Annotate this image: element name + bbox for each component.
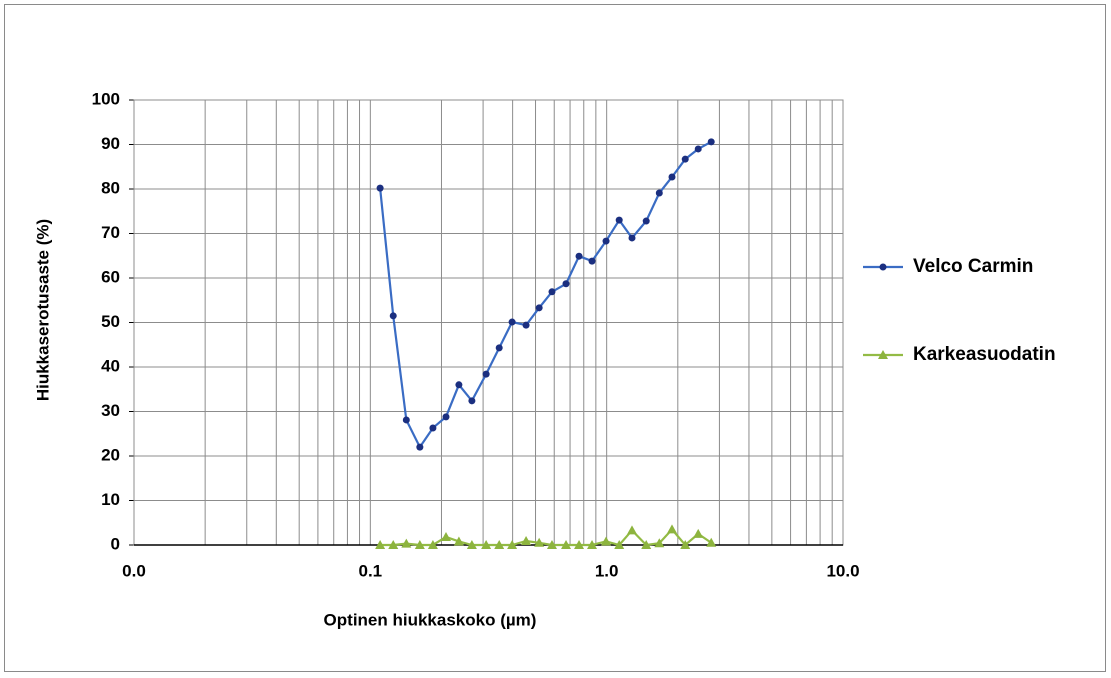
data-point	[707, 138, 715, 146]
data-point	[615, 216, 623, 224]
data-point	[508, 318, 516, 326]
data-point	[429, 424, 437, 432]
data-point	[507, 540, 518, 549]
y-tick-label: 100	[92, 89, 120, 108]
data-point	[548, 288, 556, 296]
data-point	[535, 304, 543, 312]
y-tick-label: 30	[101, 401, 120, 420]
y-tick-label: 0	[111, 534, 120, 553]
frame	[4, 4, 1106, 672]
data-point	[416, 443, 424, 451]
data-point	[427, 540, 438, 549]
data-point	[681, 155, 689, 163]
legend-marker	[878, 350, 888, 359]
data-point	[588, 257, 596, 265]
data-point	[641, 540, 652, 549]
data-point	[495, 344, 503, 352]
data-point	[706, 537, 717, 547]
data-point	[522, 321, 530, 329]
data-point	[440, 531, 451, 541]
data-point	[654, 538, 665, 548]
data-point	[521, 535, 532, 545]
data-point	[466, 540, 477, 549]
data-point	[401, 538, 412, 548]
data-point	[642, 217, 650, 225]
data-point	[388, 540, 399, 549]
legend-label: Karkeasuodatin	[913, 344, 1056, 365]
data-point	[534, 537, 545, 547]
data-point	[468, 397, 476, 405]
data-point	[628, 234, 636, 242]
data-point	[561, 540, 572, 549]
data-point	[455, 381, 463, 389]
y-tick-label: 40	[101, 356, 120, 375]
x-tick-label: 1.0	[595, 561, 619, 580]
y-tick-label: 50	[101, 312, 120, 331]
data-point	[562, 280, 570, 288]
data-point	[587, 540, 598, 549]
data-point	[481, 540, 492, 549]
x-axis-label: Optinen hiukkaskoko (µm)	[324, 610, 537, 629]
data-point	[389, 312, 397, 320]
data-point	[693, 528, 704, 538]
data-point	[482, 370, 490, 378]
x-tick-label: 0.1	[359, 561, 383, 580]
data-point	[627, 525, 638, 535]
data-point	[376, 184, 384, 192]
data-point	[546, 540, 557, 549]
data-point	[414, 540, 425, 549]
data-point	[694, 145, 702, 153]
data-point	[494, 540, 505, 549]
data-point	[680, 540, 691, 549]
data-point	[574, 540, 585, 549]
y-tick-label: 90	[101, 134, 120, 153]
y-tick-label: 60	[101, 267, 120, 286]
y-tick-label: 20	[101, 445, 120, 464]
data-point	[402, 416, 410, 424]
data-point	[667, 524, 678, 534]
y-tick-label: 10	[101, 490, 120, 509]
x-tick-label: 0.0	[122, 561, 146, 580]
data-point	[614, 540, 625, 549]
y-axis-label: Hiukkaserotusaste (%)	[33, 219, 52, 401]
data-point	[655, 189, 663, 197]
data-point	[575, 252, 583, 260]
legend-marker	[879, 263, 887, 271]
x-tick-label: 10.0	[826, 561, 859, 580]
data-point	[442, 413, 450, 421]
y-tick-label: 80	[101, 178, 120, 197]
data-point	[601, 536, 612, 546]
data-point	[602, 237, 610, 245]
data-point	[668, 173, 676, 181]
data-point	[453, 536, 464, 546]
y-tick-label: 70	[101, 223, 120, 242]
data-point	[375, 540, 386, 549]
legend-label: Velco Carmin	[913, 256, 1033, 277]
